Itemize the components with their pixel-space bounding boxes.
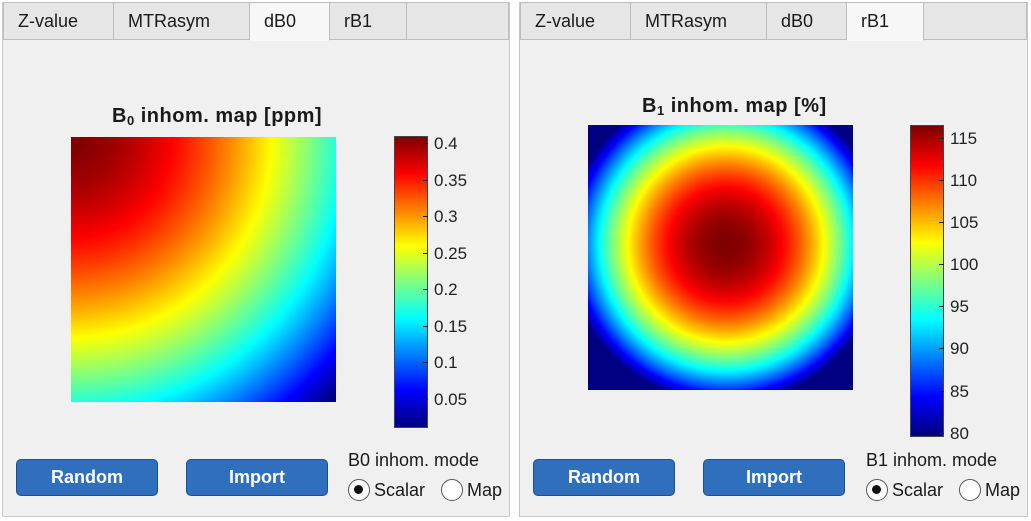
colorbar-tick-mark <box>423 289 428 290</box>
plot-title: B0 inhom. map [ppm] <box>112 105 322 128</box>
tab-strip-filler <box>407 2 509 40</box>
radio-scalar-label: Scalar <box>374 479 426 500</box>
radio-scalar[interactable]: Scalar <box>866 478 943 502</box>
radio-map-indicator[interactable] <box>441 479 463 501</box>
radio-scalar-indicator[interactable] <box>348 479 370 501</box>
b0-heatmap <box>71 137 336 402</box>
colorbar-tick-label: 0.1 <box>434 353 458 372</box>
colorbar-tick-label: 110 <box>950 171 978 190</box>
colorbar-tick-label: 100 <box>950 255 979 274</box>
colorbar-tick-mark <box>939 348 944 349</box>
tab-strip-filler <box>924 2 1027 40</box>
colorbar-tick-mark <box>939 391 944 392</box>
colorbar-tick-label: 115 <box>950 129 978 148</box>
title-subscript: 1 <box>656 103 665 118</box>
colorbar-tick-mark <box>423 216 428 217</box>
tab-mtrasym[interactable]: MTRasym <box>631 2 767 40</box>
colorbar-tick-label: 0.3 <box>434 207 458 226</box>
colorbar-tick-label: 95 <box>950 297 969 316</box>
import-button[interactable]: Import <box>703 459 845 496</box>
radio-scalar-indicator[interactable] <box>866 479 888 501</box>
b0-mode-label: B0 inhom. mode <box>348 450 480 470</box>
b1-mode-radio-group: Scalar Map <box>866 478 1026 502</box>
tab-mtrasym[interactable]: MTRasym <box>114 2 250 40</box>
colorbar-tick-label: 85 <box>950 382 969 401</box>
random-button[interactable]: Random <box>533 459 675 496</box>
b0-colorbar <box>394 136 428 428</box>
panel-dB0: Z-value MTRasym dB0 rB1 B0 inhom. map [p… <box>2 2 510 517</box>
colorbar-tick-mark <box>939 138 944 139</box>
colorbar-tick-mark <box>423 399 428 400</box>
title-symbol: B <box>642 95 657 117</box>
colorbar-tick-mark <box>939 433 944 434</box>
tab-db0[interactable]: dB0 <box>250 2 330 41</box>
colorbar-tick-mark <box>423 326 428 327</box>
title-text: inhom. map [ppm] <box>134 105 323 127</box>
colorbar-tick-label: 0.25 <box>434 244 468 263</box>
colorbar-tick-label: 0.2 <box>434 280 458 299</box>
b0-mode-radio-group: Scalar Map <box>348 478 508 502</box>
import-button[interactable]: Import <box>186 459 328 496</box>
b1-heatmap <box>588 125 853 390</box>
tab-z-value[interactable]: Z-value <box>520 2 631 40</box>
radio-map-label: Map <box>467 479 503 500</box>
colorbar-tick-mark <box>423 253 428 254</box>
colorbar-tick-mark <box>423 180 428 181</box>
colorbar-tick-mark <box>423 362 428 363</box>
colorbar-tick-mark <box>939 264 944 265</box>
radio-scalar-label: Scalar <box>892 479 944 500</box>
b1-mode-label: B1 inhom. mode <box>866 450 998 470</box>
colorbar-tick-label: 0.4 <box>434 134 458 153</box>
tab-db0[interactable]: dB0 <box>767 2 847 40</box>
colorbar-tick-label: 0.15 <box>434 317 468 336</box>
tab-bar: Z-value MTRasym dB0 rB1 <box>520 2 1027 41</box>
colorbar-tick-label: 0.05 <box>434 390 468 409</box>
colorbar-tick-label: 105 <box>950 213 979 232</box>
radio-map[interactable]: Map <box>959 478 1020 502</box>
plot-title: B1 inhom. map [%] <box>642 95 827 118</box>
tab-bar: Z-value MTRasym dB0 rB1 <box>3 2 509 41</box>
title-symbol: B <box>112 105 127 127</box>
tab-rb1[interactable]: rB1 <box>330 2 407 40</box>
b1-colorbar <box>910 125 944 437</box>
title-subscript: 0 <box>126 113 135 128</box>
colorbar-tick-mark <box>939 306 944 307</box>
colorbar-tick-label: 80 <box>950 424 969 443</box>
colorbar-tick-mark <box>939 222 944 223</box>
random-button[interactable]: Random <box>16 459 158 496</box>
colorbar-tick-label: 0.35 <box>434 171 468 190</box>
tab-rb1[interactable]: rB1 <box>847 2 924 41</box>
colorbar-tick-mark <box>423 143 428 144</box>
panel-rB1: Z-value MTRasym dB0 rB1 B1 inhom. map [%… <box>519 2 1028 517</box>
radio-map-label: Map <box>985 479 1021 500</box>
tab-z-value[interactable]: Z-value <box>3 2 114 40</box>
radio-map[interactable]: Map <box>441 478 502 502</box>
colorbar-tick-label: 90 <box>950 339 969 358</box>
radio-scalar[interactable]: Scalar <box>348 478 425 502</box>
colorbar-tick-mark <box>939 180 944 181</box>
title-text: inhom. map [%] <box>664 95 827 117</box>
radio-map-indicator[interactable] <box>959 479 981 501</box>
